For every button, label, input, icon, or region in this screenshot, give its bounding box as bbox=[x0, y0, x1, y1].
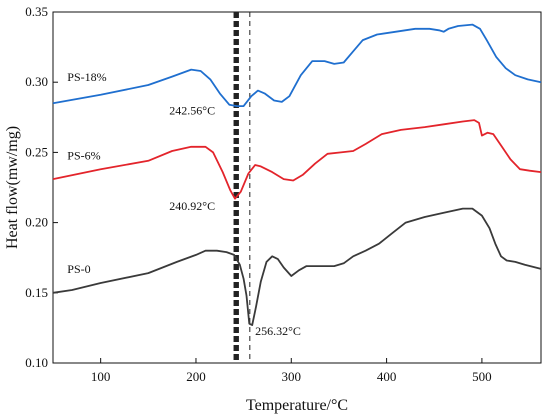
series-line bbox=[52, 119, 542, 200]
x-tick-label: 200 bbox=[186, 369, 206, 384]
peak-annotation: 242.56°C bbox=[169, 103, 215, 117]
label-group: PS-18% PS-6% PS-0 242.56°C 240.92°C 256.32°C bbox=[67, 70, 301, 338]
series-line bbox=[52, 23, 542, 107]
y-tick-label: 0.15 bbox=[25, 285, 48, 300]
reference-lines bbox=[233, 12, 251, 363]
series-group bbox=[52, 23, 542, 326]
peak-annotation: 256.32°C bbox=[255, 324, 301, 338]
peak-annotation: 240.92°C bbox=[169, 199, 215, 213]
x-tick-label: 500 bbox=[472, 369, 492, 384]
y-tick-label: 0.20 bbox=[25, 215, 48, 230]
x-axis-title: Temperature/°C bbox=[246, 397, 348, 414]
series-line bbox=[52, 207, 542, 326]
y-tick-label: 0.25 bbox=[25, 144, 48, 159]
y-tick-label: 0.35 bbox=[25, 4, 48, 19]
series-label: PS-6% bbox=[67, 148, 100, 162]
x-tick-label: 100 bbox=[91, 369, 111, 384]
x-tick-label: 300 bbox=[282, 369, 302, 384]
x-tick-label: 400 bbox=[377, 369, 397, 384]
series-label: PS-18% bbox=[67, 70, 106, 84]
series-label: PS-0 bbox=[67, 262, 90, 276]
y-axis-title: Heat flow(mw/mg) bbox=[4, 126, 21, 249]
y-tick-label: 0.10 bbox=[25, 355, 48, 370]
y-tick-label: 0.30 bbox=[25, 74, 48, 89]
plot-frame bbox=[52, 11, 542, 364]
axes: 100 200 300 400 500 0.10 0.15 0.20 0.25 0.30 0.35 bbox=[25, 4, 542, 384]
